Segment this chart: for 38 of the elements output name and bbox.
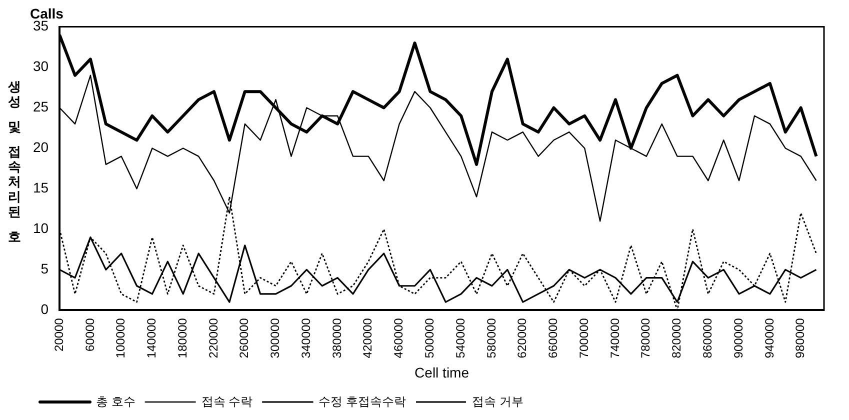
x-tick-label: 940000 (762, 318, 776, 358)
x-tick-label: 540000 (453, 318, 468, 358)
y-tick-label: 30 (32, 58, 49, 74)
legend-label: 수정 후접속수락 (318, 394, 406, 408)
x-tick-label: 740000 (608, 318, 622, 358)
x-tick-label: 820000 (670, 318, 684, 358)
x-tick-label: 340000 (298, 318, 313, 358)
x-tick-label: 980000 (793, 318, 808, 358)
x-tick-label: 380000 (330, 318, 344, 358)
x-tick-label: 100000 (114, 318, 128, 358)
legend-label: 접속 수락 (201, 394, 253, 408)
x-tick-label: 60000 (82, 318, 97, 352)
x-tick-label: 580000 (484, 318, 498, 358)
y-tick-label: 25 (32, 98, 49, 115)
x-tick-label: 860000 (700, 318, 714, 358)
x-tick-label: 780000 (638, 318, 653, 358)
y-tick-label: 10 (32, 220, 49, 236)
x-tick-label: 300000 (268, 318, 282, 358)
y-tick-label: 20 (32, 139, 49, 156)
legend-label: 접속 거부 (472, 394, 524, 408)
x-tick-label: 700000 (576, 318, 591, 358)
x-tick-label: 260000 (237, 318, 252, 358)
legend-label: 총 호수 (96, 394, 136, 408)
y-tick-label: 15 (32, 180, 49, 196)
x-tick-label: 900000 (731, 318, 746, 358)
x-tick-label: 420000 (360, 318, 375, 358)
x-tick-label: 20000 (52, 318, 66, 352)
y-tick-label: 5 (40, 260, 49, 277)
text: 생성 및 접속처리된 호 (8, 80, 21, 245)
x-tick-label: 660000 (546, 318, 560, 358)
x-axis-title: Cell time (414, 364, 470, 380)
y-tick-label: 0 (40, 301, 49, 318)
x-tick-label: 220000 (206, 318, 220, 358)
x-tick-label: 180000 (175, 318, 190, 358)
x-tick-label: 620000 (515, 318, 530, 358)
x-tick-label: 460000 (392, 318, 406, 358)
x-tick-label: 500000 (422, 318, 437, 358)
x-tick-label: 140000 (144, 318, 159, 358)
